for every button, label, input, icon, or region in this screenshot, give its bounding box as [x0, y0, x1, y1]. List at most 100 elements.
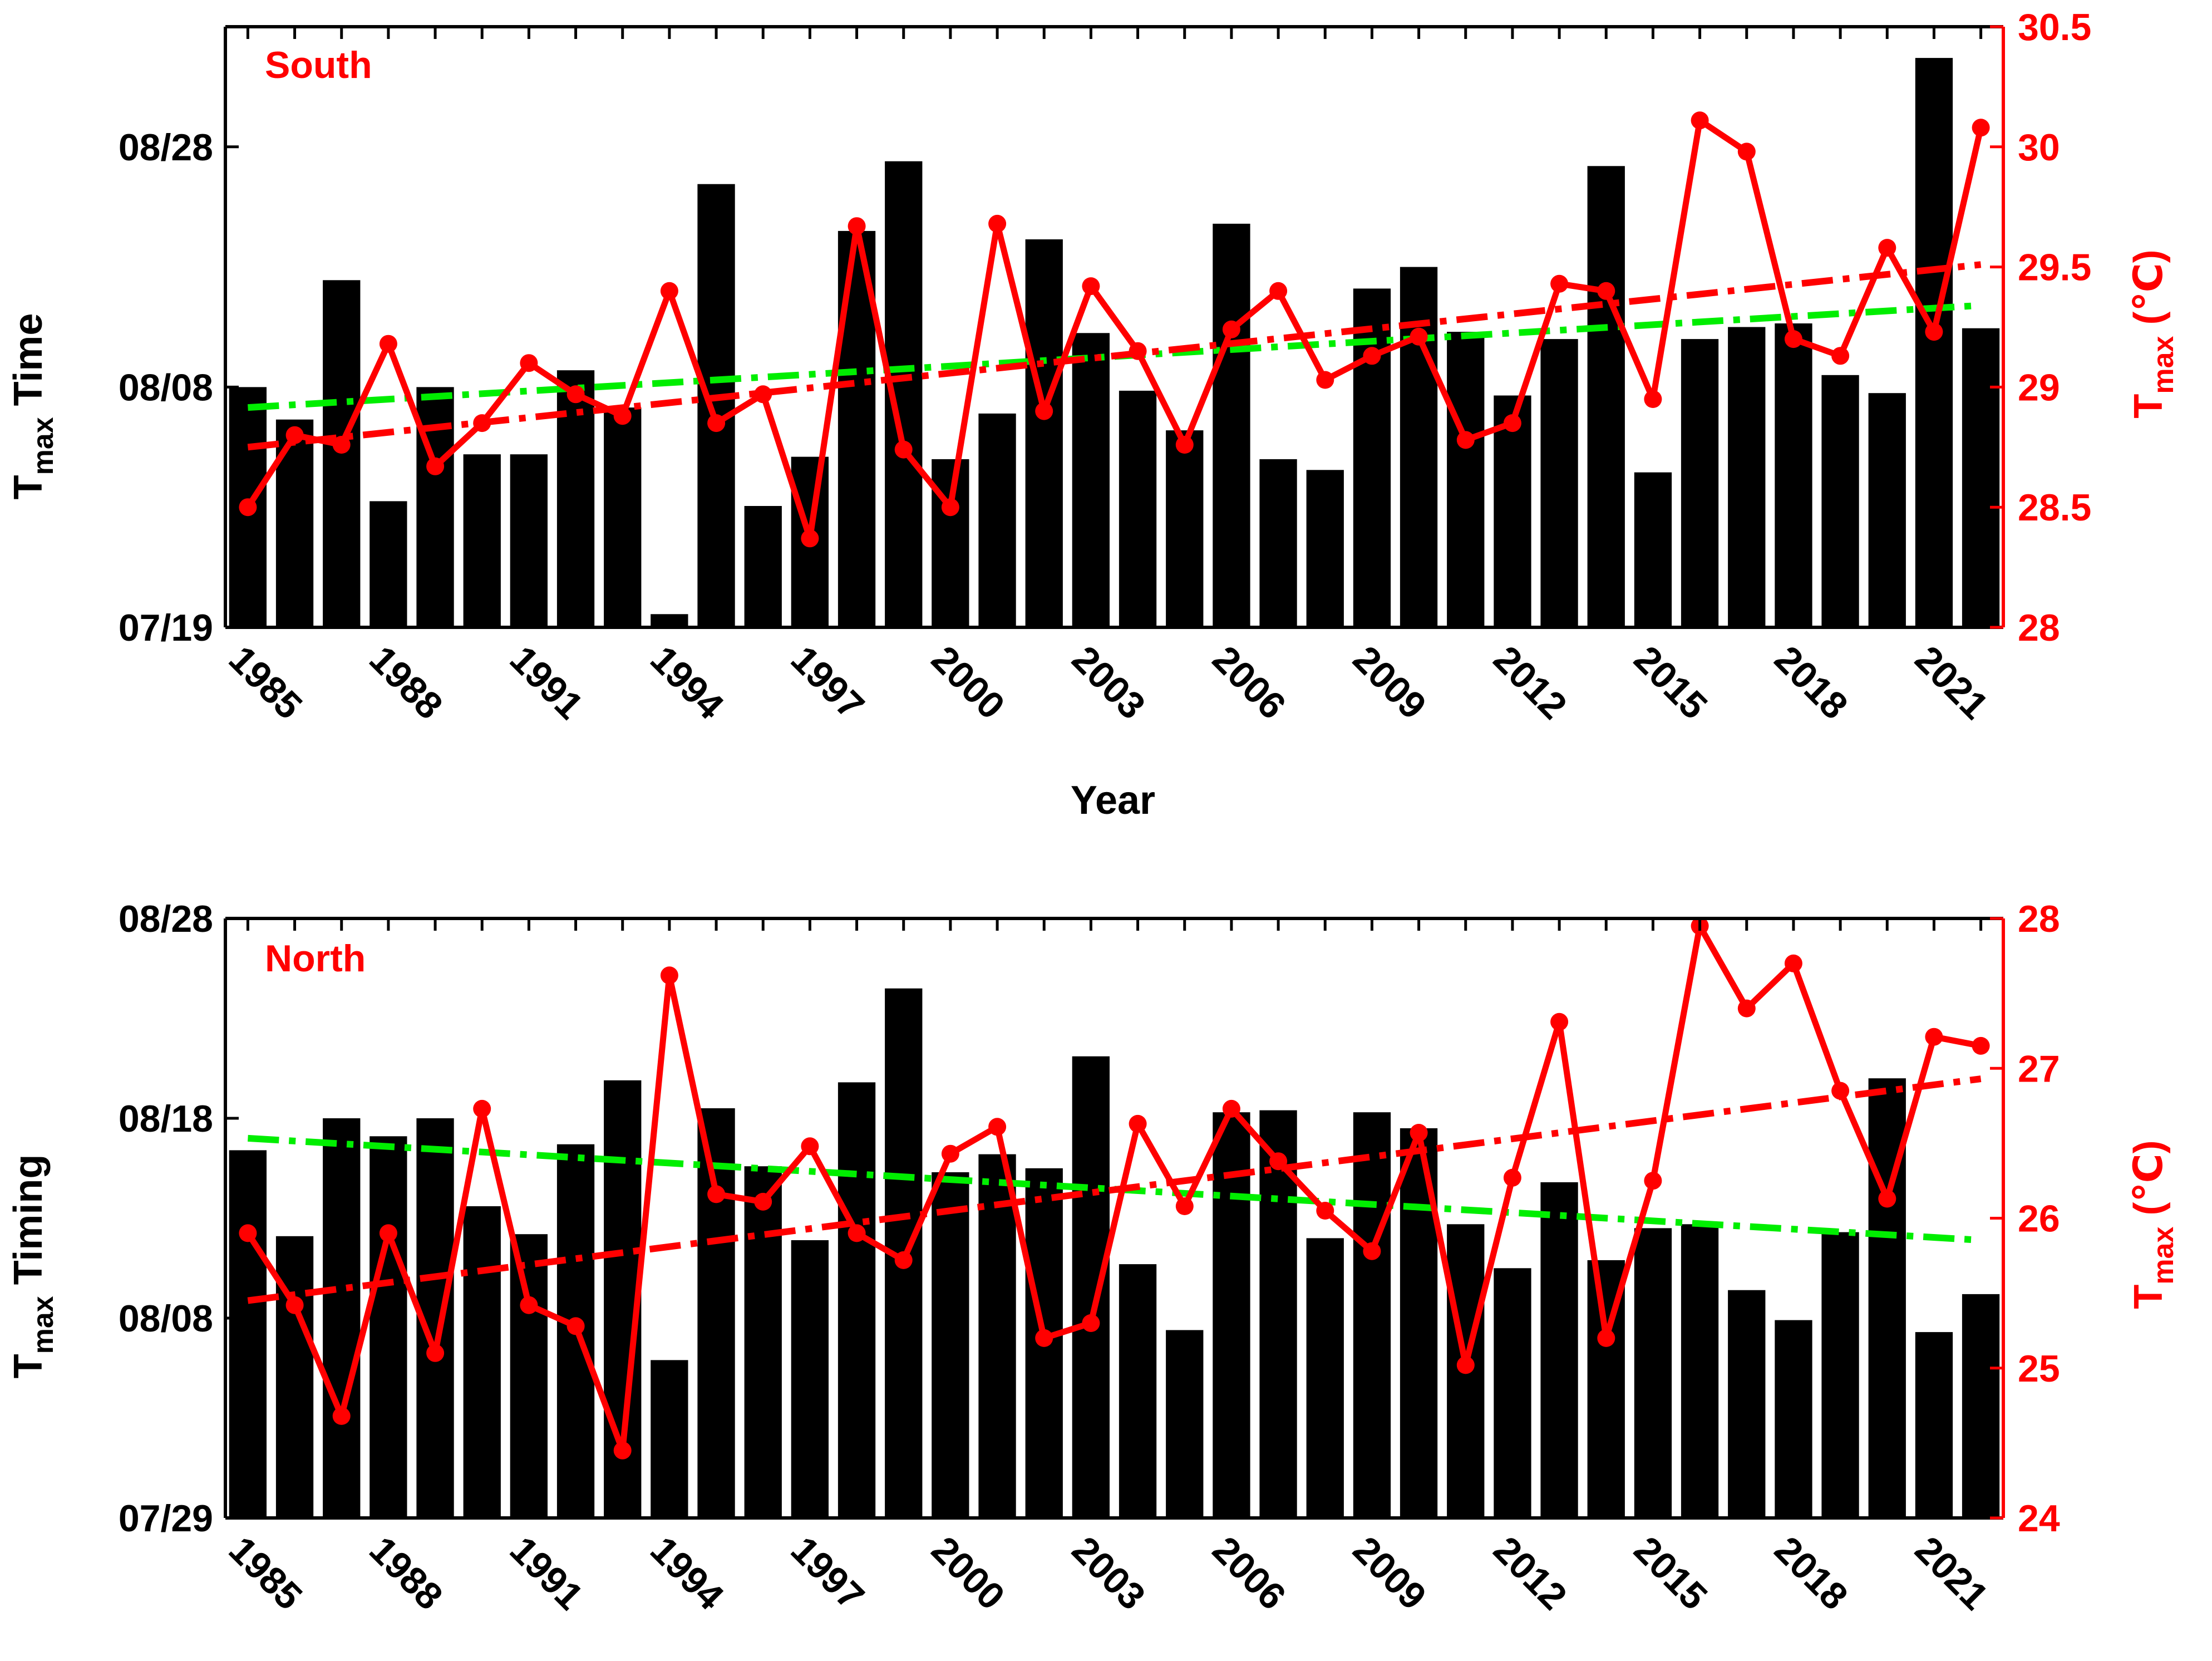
south-right-axis-title-suffix: (℃): [2126, 249, 2171, 336]
south-temperature-point-2005: [1175, 436, 1194, 454]
north-axes: [224, 917, 2005, 1520]
north-bar-1991: [510, 1234, 548, 1518]
south-bar-2011: [1447, 332, 1485, 627]
south-bar-1993: [604, 407, 642, 627]
south-temperature-point-2006: [1222, 320, 1240, 338]
south-bar-2017: [1728, 327, 1766, 627]
south-right-tick-label-5: 30.5: [2018, 6, 2091, 48]
south-bar-1995: [697, 184, 735, 627]
south-bar-2008: [1306, 470, 1344, 627]
north-temperature-point-1997: [801, 1137, 819, 1156]
south-temperature-point-1998: [848, 217, 866, 235]
north-panel-label: North: [265, 937, 366, 980]
north-bar-2008: [1306, 1238, 1344, 1518]
south-right-ticks: 28 28.5 29 29.5 30 30.5: [1990, 6, 2091, 649]
north-bar-2021: [1915, 1332, 1953, 1518]
south-temperature-point-2011: [1456, 431, 1475, 449]
north-bar-1986: [275, 1236, 314, 1518]
north-left-axis-title: Tmax Timing: [6, 1154, 60, 1379]
north-temperature-point-2003: [1082, 1314, 1100, 1332]
south-temperature-point-2003: [1082, 277, 1100, 296]
north-right-axis-title-sub: max: [2147, 1226, 2180, 1284]
north-bar-1995: [697, 1108, 735, 1518]
south-bar-1991: [510, 454, 548, 627]
north-bar-2018: [1775, 1320, 1812, 1518]
north-right-tick-label-3: 27: [2018, 1048, 2060, 1090]
south-temperature-trend-line: [247, 261, 1982, 451]
south-bar-1988: [370, 501, 407, 627]
north-temperature-point-1994: [660, 966, 678, 985]
north-left-tick-label-3: 08/28: [119, 898, 213, 940]
north-right-tick-label-1: 25: [2018, 1348, 2060, 1390]
south-x-axis-title: Year: [1071, 778, 1155, 823]
north-bar-1994: [651, 1360, 688, 1518]
north-temperature-point-2013: [1550, 1013, 1569, 1031]
south-temperature-point-2012: [1503, 414, 1521, 433]
south-temperature-series: [239, 111, 1990, 548]
south-temperature-point-1999: [894, 440, 913, 459]
south-bar-2015: [1634, 472, 1672, 627]
south-temperature-point-1992: [566, 385, 585, 404]
south-left-tick-label-2: 08/28: [119, 126, 213, 169]
north-bar-2006: [1213, 1112, 1250, 1518]
north-temperature-point-2018: [1784, 954, 1802, 972]
north-temperature-point-1993: [613, 1441, 632, 1459]
north-temperature-point-1987: [332, 1407, 351, 1425]
south-temperature-point-1994: [660, 282, 678, 300]
north-temperature-point-2022: [1972, 1036, 1990, 1055]
north-bar-1996: [744, 1166, 782, 1518]
south-bar-2019: [1821, 375, 1859, 627]
north-left-tick-label-0: 07/29: [119, 1497, 213, 1540]
north-bar-2005: [1166, 1330, 1204, 1518]
south-left-ticks: 07/19 08/08 08/28: [119, 126, 239, 649]
north-bar-2001: [978, 1154, 1016, 1518]
north-temperature-point-2001: [988, 1118, 1007, 1136]
north-right-axis-title-main: T: [2126, 1285, 2171, 1309]
south-left-axis-title-main: T: [6, 475, 51, 499]
north-temperature-point-1991: [520, 1296, 538, 1314]
south-temperature-point-1988: [379, 335, 397, 353]
north-bar-2019: [1821, 1232, 1859, 1518]
north-temperature-point-1985: [239, 1224, 257, 1242]
north-right-axis-title: Tmax (℃): [2126, 1140, 2180, 1309]
south-temperature-point-2004: [1129, 342, 1147, 360]
north-temperature-point-2014: [1597, 1329, 1615, 1347]
south-bar-2016: [1681, 339, 1719, 627]
south-bar-1990: [463, 454, 501, 627]
north-temperature-point-1996: [754, 1192, 772, 1211]
north-left-axis-title-suffix: Timing: [6, 1154, 51, 1296]
south-right-tick-label-2: 29: [2018, 366, 2060, 409]
south-temperature-point-2018: [1784, 330, 1802, 348]
north-bar-1998: [837, 1082, 876, 1518]
south-bar-1987: [323, 280, 361, 627]
panel-north: 1985 1988 1991 1994 1997 2000 2003 2006 2009 2012…: [6, 898, 2180, 1618]
north-bar-2004: [1119, 1264, 1157, 1518]
north-temperature-point-2009: [1363, 1242, 1381, 1260]
south-left-tick-label-1: 08/08: [119, 366, 213, 409]
south-temperature-point-1987: [332, 436, 351, 454]
north-temperature-point-2002: [1035, 1329, 1053, 1347]
south-temperature-point-2007: [1269, 282, 1288, 300]
north-temperature-point-2007: [1269, 1152, 1288, 1171]
north-temperature-point-1988: [379, 1224, 397, 1242]
south-temperature-point-2010: [1410, 327, 1428, 346]
south-temperature-point-2000: [941, 498, 959, 517]
south-temperature-point-1989: [426, 457, 445, 475]
north-bar-2017: [1728, 1290, 1766, 1518]
north-right-tick-label-0: 24: [2018, 1497, 2060, 1540]
north-temperature-point-2011: [1456, 1356, 1475, 1374]
north-bars: [229, 988, 2000, 1519]
south-bar-2022: [1962, 328, 2000, 627]
south-temperature-point-1997: [801, 529, 819, 548]
north-left-ticks: 07/29 08/08 08/18 08/28: [119, 898, 239, 1540]
south-right-tick-label-4: 30: [2018, 126, 2060, 169]
south-bar-2014: [1587, 166, 1625, 627]
north-bar-1997: [791, 1240, 829, 1518]
north-temperature-point-1998: [848, 1224, 866, 1242]
north-trends: [247, 1075, 1982, 1304]
north-temperature-point-1986: [285, 1296, 304, 1314]
north-temperature-point-2010: [1410, 1124, 1428, 1142]
south-left-tick-label-0: 07/19: [119, 607, 213, 649]
